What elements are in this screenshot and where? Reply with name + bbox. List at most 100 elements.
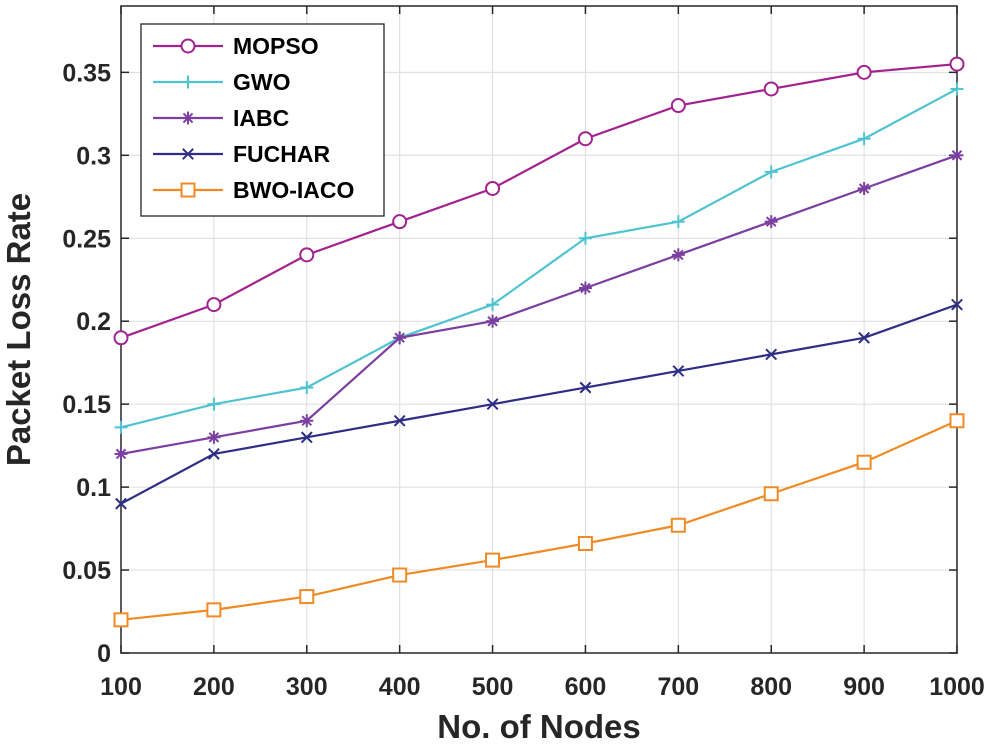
series-fuchar [115, 298, 963, 510]
data-point-iabc [486, 314, 500, 328]
data-point-gwo [671, 215, 685, 229]
data-point-gwo [207, 397, 221, 411]
x-marker-stroke [951, 298, 963, 311]
x-axis-label: No. of Nodes [437, 708, 641, 745]
y-tick-label: 0.2 [76, 308, 111, 336]
asterisk-marker-stroke [673, 249, 684, 261]
data-point-bwo-iaco [949, 413, 965, 429]
data-point-mopso [856, 64, 872, 80]
data-point-bwo-iaco [577, 536, 593, 552]
asterisk-marker-stroke [487, 315, 498, 327]
legend-marker [182, 148, 194, 160]
data-point-gwo [486, 298, 500, 312]
x-tick-label: 400 [379, 673, 421, 701]
data-point-mopso [392, 214, 408, 230]
asterisk-marker-stroke [858, 183, 870, 194]
asterisk-marker-stroke [765, 216, 777, 227]
legend-marker [180, 38, 196, 54]
x-tick-label: 100 [100, 673, 142, 701]
x-tick-label: 1000 [929, 673, 985, 701]
data-point-gwo [950, 82, 964, 96]
x-marker-stroke [393, 414, 406, 427]
y-tick-label: 0.25 [62, 225, 111, 253]
square-marker-shape [113, 612, 129, 628]
circle-marker-shape [206, 297, 222, 313]
asterisk-marker-stroke [208, 432, 220, 443]
circle-marker-shape [485, 180, 501, 196]
circle-marker-shape [392, 214, 408, 230]
data-point-fuchar [765, 348, 778, 361]
series-line-mopso [120, 62, 958, 339]
x-marker-stroke [182, 148, 194, 160]
asterisk-marker-stroke [951, 150, 963, 161]
x-tick-label: 900 [843, 673, 885, 701]
data-point-fuchar [115, 497, 127, 510]
square-marker-shape [180, 182, 196, 198]
y-tick-label: 0.15 [62, 391, 111, 419]
asterisk-marker-stroke [182, 112, 194, 124]
square-marker-shape [763, 486, 779, 502]
series-bwo-iaco [113, 413, 965, 628]
y-tick-label: 0.35 [62, 59, 111, 87]
square-marker-shape [206, 602, 222, 618]
square-marker-shape [485, 552, 501, 568]
x-tick-label: 200 [193, 673, 235, 701]
series-mopso [113, 56, 965, 346]
series-line-iabc [120, 154, 958, 456]
data-point-iabc [671, 248, 685, 262]
data-point-bwo-iaco [113, 612, 129, 628]
data-point-bwo-iaco [856, 454, 872, 470]
series-line-gwo [120, 87, 958, 429]
circle-marker-shape [180, 38, 196, 54]
legend-entry-mopso: MOPSO [153, 33, 319, 59]
data-point-fuchar [951, 298, 963, 311]
data-point-bwo-iaco [763, 486, 779, 502]
circle-marker-shape [113, 330, 129, 346]
data-point-gwo [578, 231, 592, 245]
axes-frame [120, 5, 958, 654]
data-point-iabc [764, 215, 778, 229]
circle-marker-shape [670, 98, 686, 114]
asterisk-marker-stroke [394, 332, 405, 344]
x-marker-stroke [300, 431, 313, 444]
circle-marker-shape [949, 56, 965, 72]
legend-marker [180, 182, 196, 198]
data-point-mopso [485, 180, 501, 196]
data-point-iabc [950, 148, 964, 162]
data-point-iabc [207, 430, 221, 444]
circle-marker-shape [577, 131, 593, 147]
data-point-fuchar [858, 331, 871, 344]
data-point-gwo [764, 165, 778, 179]
x-marker-stroke [858, 331, 871, 344]
data-point-mopso [949, 56, 965, 72]
square-marker-shape [856, 454, 872, 470]
data-point-mopso [577, 131, 593, 147]
data-point-bwo-iaco [206, 602, 222, 618]
data-point-gwo [857, 132, 871, 146]
data-point-bwo-iaco [485, 552, 501, 568]
legend-label: GWO [233, 69, 291, 95]
legend-entry-gwo: GWO [153, 69, 291, 95]
square-marker-shape [392, 567, 408, 583]
y-tick-label: 0.3 [76, 142, 111, 170]
data-point-gwo [300, 381, 314, 395]
data-point-fuchar [486, 398, 499, 411]
circle-marker-shape [763, 81, 779, 97]
y-tick-label: 0.1 [76, 474, 111, 502]
series-layer [113, 56, 965, 628]
legend-entry-bwo-iaco: BWO-IACO [153, 177, 354, 203]
x-tick-label: 800 [750, 673, 792, 701]
series-line-fuchar [120, 303, 958, 505]
data-point-gwo [114, 420, 128, 434]
asterisk-marker-stroke [301, 415, 313, 427]
data-point-iabc [393, 331, 407, 345]
legend-label: BWO-IACO [233, 177, 354, 203]
data-point-mopso [206, 297, 222, 313]
circle-marker-shape [856, 64, 872, 80]
data-point-bwo-iaco [392, 567, 408, 583]
circle-marker-shape [299, 247, 315, 263]
data-point-mopso [299, 247, 315, 263]
y-axis-label: Packet Loss Rate [0, 193, 37, 466]
x-marker-stroke [207, 448, 220, 460]
